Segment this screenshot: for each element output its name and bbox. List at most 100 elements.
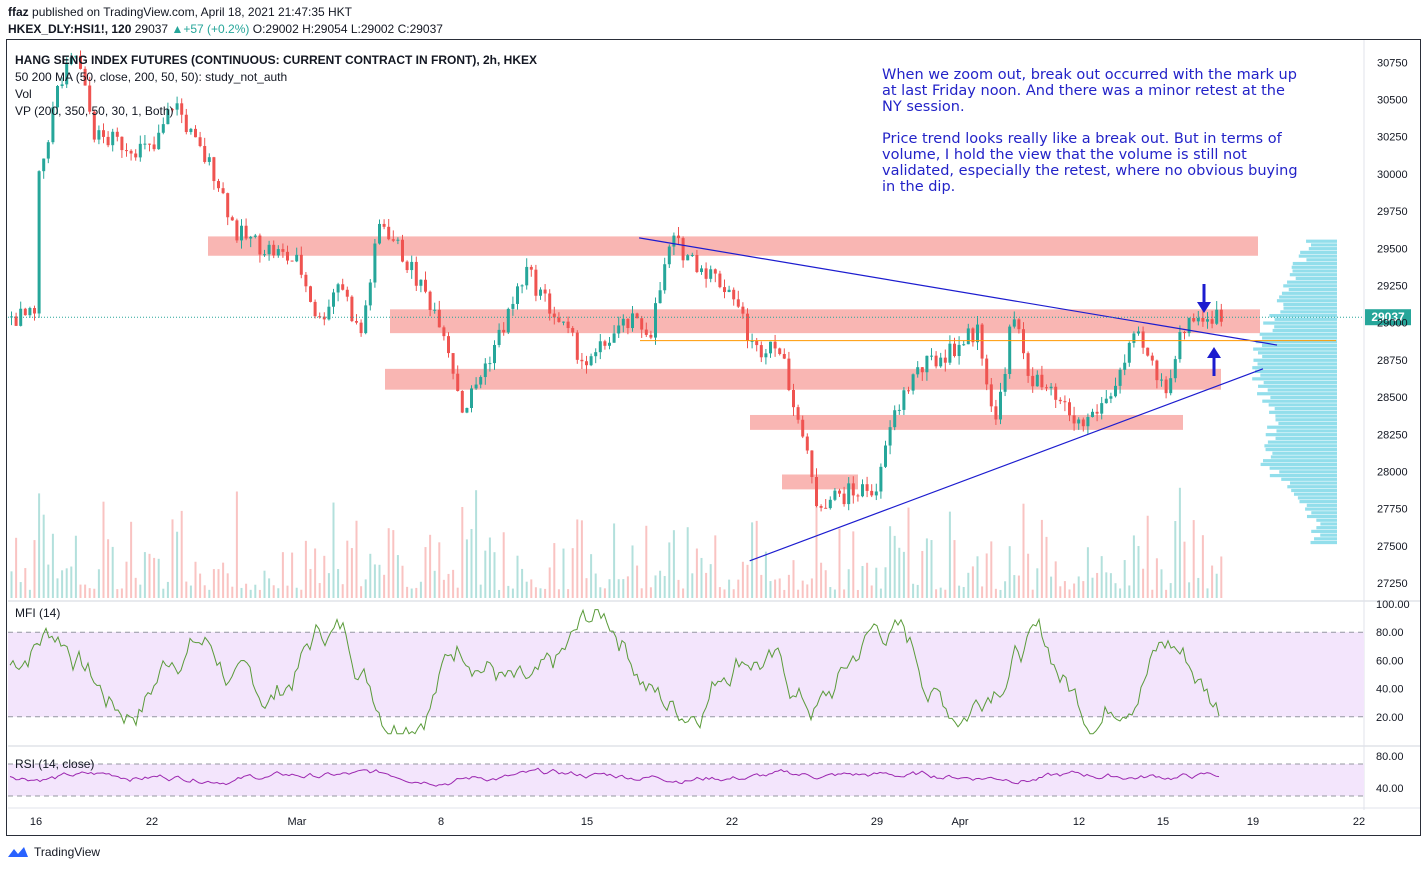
volume-bar (369, 553, 372, 598)
candle-body (249, 236, 253, 239)
candle-body (907, 390, 910, 392)
candle-body (663, 264, 667, 291)
candle-body (401, 239, 404, 262)
candle-body (1100, 403, 1104, 414)
up-arrow-icon: ▲ (171, 22, 184, 36)
volume-bar (1114, 583, 1117, 598)
candle-body (700, 268, 703, 273)
candle-body (893, 410, 897, 428)
candle-body (667, 246, 671, 265)
volume-bar (350, 548, 353, 598)
volume-bar (783, 589, 786, 598)
volume-bar (815, 500, 818, 598)
volume-bar (189, 585, 192, 598)
volume-bar (38, 493, 41, 598)
candle-body (819, 506, 823, 508)
volume-bar (74, 535, 77, 598)
mfi-line (9, 608, 1220, 735)
volume-bar (875, 567, 878, 598)
volume-bar (337, 569, 340, 598)
candle-body (902, 390, 906, 410)
footer-brand: TradingView (34, 845, 101, 859)
volume-bar (19, 582, 22, 598)
candle-body (1155, 360, 1159, 381)
candle-body (1068, 402, 1071, 416)
support-resistance-zone (390, 309, 1260, 334)
candle-body (1054, 386, 1058, 400)
date-tick-label: 22 (146, 816, 158, 828)
candle-body (479, 377, 483, 385)
volume-bar (176, 531, 179, 598)
volume-bar (1040, 519, 1043, 598)
annotation-note[interactable]: When we zoom out, break out occurred wit… (882, 67, 1298, 195)
candle-body (488, 363, 492, 365)
candle-body (1012, 319, 1016, 327)
candle-body (838, 490, 841, 494)
volume-profile-bar (1287, 485, 1337, 489)
volume-bar (640, 588, 643, 598)
volume-profile-bar (1255, 340, 1337, 344)
volume-bar (272, 585, 275, 598)
candle-body (884, 445, 887, 467)
volume-profile-bar (1279, 470, 1337, 474)
candle-body (1109, 396, 1113, 399)
candle-body (1003, 373, 1007, 392)
volume-bar (958, 585, 961, 598)
rsi-legend[interactable]: RSI (14, close) (15, 757, 94, 771)
mfi-tick-label: 100.00 (1376, 599, 1410, 611)
volume-bar (166, 581, 169, 598)
candle-body (474, 384, 478, 389)
footer[interactable]: TradingView (6, 844, 100, 860)
candle-body (801, 419, 805, 437)
volume-bar (240, 587, 243, 598)
vol-legend[interactable]: Vol (15, 87, 32, 101)
volume-profile-bar (1260, 462, 1337, 467)
volume-bar (557, 589, 560, 598)
candle-body (240, 225, 243, 241)
down-arrow-icon[interactable] (1197, 284, 1211, 313)
volume-bar (277, 588, 280, 598)
volume-bar (1077, 576, 1080, 598)
volume-bar (373, 564, 376, 598)
volume-bar (424, 547, 427, 598)
volume-bar (378, 564, 381, 598)
volume-bar (452, 569, 455, 598)
candle-body (727, 289, 731, 293)
volume-profile-bar (1278, 421, 1337, 426)
price-change: +57 (+0.2%) (183, 22, 250, 36)
volume-bar (1165, 589, 1168, 598)
volume-bar (65, 568, 68, 598)
price-tick-label: 29000 (1377, 318, 1408, 330)
volume-profile-bar (1262, 459, 1337, 463)
volume-profile-bar (1300, 250, 1337, 254)
candle-body (608, 342, 611, 346)
ma-legend[interactable]: 50 200 MA (50, close, 200, 50, 50): stud… (15, 70, 287, 84)
volume-bar (1050, 576, 1053, 598)
volume-bar (553, 543, 556, 598)
vp-legend[interactable]: VP (200, 350, 50, 30, 1, Both) (15, 104, 174, 118)
candle-body (244, 225, 248, 239)
volume-bar (898, 547, 901, 598)
note-line-3: NY session. (882, 99, 965, 115)
volume-bar (879, 588, 882, 598)
volume-bar (732, 589, 735, 598)
close-value: C:29037 (397, 22, 443, 36)
volume-profile-bar (1267, 388, 1337, 392)
up-arrow-icon[interactable] (1207, 347, 1221, 376)
volume-bar (935, 589, 938, 598)
volume-bar (755, 520, 758, 598)
volume-profile-bar (1291, 488, 1337, 493)
price-tick-label: 29750 (1377, 206, 1408, 218)
candle-body (414, 261, 418, 286)
volume-profile-bar (1281, 291, 1337, 295)
volume-bar (281, 552, 284, 598)
volume-profile-bar (1297, 496, 1337, 500)
last-price: 29037 (134, 22, 169, 36)
mfi-legend[interactable]: MFI (14) (15, 606, 60, 620)
volume-profile-bar (1257, 351, 1337, 355)
candle-body (295, 254, 299, 262)
volume-bar (475, 490, 478, 598)
volume-bar (981, 586, 984, 598)
candle-body (327, 306, 331, 320)
